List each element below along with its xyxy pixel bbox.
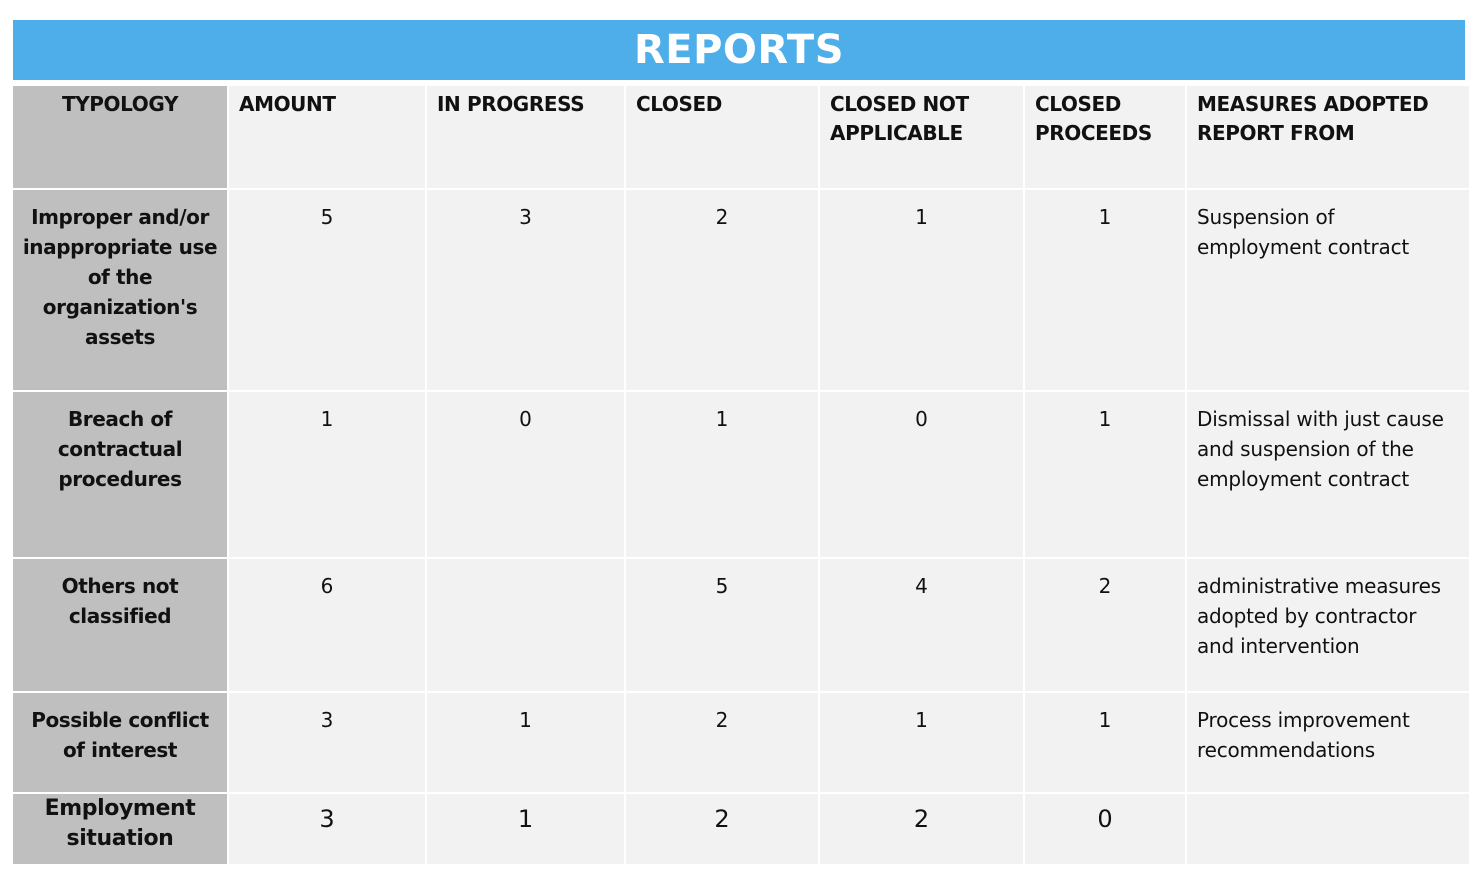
row-measures: Dismissal with just cause and suspension…: [1187, 392, 1469, 557]
row-in-progress: 3: [427, 190, 624, 390]
reports-table: TYPOLOGY AMOUNT IN PROGRESS CLOSED CLOSE…: [11, 84, 1471, 866]
row-amount: 5: [229, 190, 425, 390]
row-closed-proceeds: 2: [1025, 559, 1185, 691]
row-amount: 3: [229, 794, 425, 864]
header-in-progress: IN PROGRESS: [427, 86, 624, 188]
table-row: Possible conflict of interest 3 1 2 1 1 …: [13, 693, 1469, 792]
row-amount: 3: [229, 693, 425, 792]
row-measures: Suspension of employment contract: [1187, 190, 1469, 390]
header-closed-proceeds: CLOSED PROCEEDS: [1025, 86, 1185, 188]
row-closed-not-applicable: 1: [820, 190, 1023, 390]
reports-banner: REPORTS: [13, 20, 1465, 80]
table-row: Employment situation 3 1 2 2 0: [13, 794, 1469, 864]
header-closed: CLOSED: [626, 86, 818, 188]
row-closed: 2: [626, 190, 818, 390]
row-closed-proceeds: 1: [1025, 190, 1185, 390]
header-measures: MEASURES ADOPTED REPORT FROM: [1187, 86, 1469, 188]
row-typology: Employment situation: [13, 794, 227, 864]
row-in-progress: 1: [427, 693, 624, 792]
row-typology: Improper and/or inappropriate use of the…: [13, 190, 227, 390]
row-measures: Process improvement recommendations: [1187, 693, 1469, 792]
table-row: Improper and/or inappropriate use of the…: [13, 190, 1469, 390]
banner-title: REPORTS: [633, 27, 845, 73]
row-typology: Possible conflict of interest: [13, 693, 227, 792]
row-closed: 5: [626, 559, 818, 691]
row-in-progress: [427, 559, 624, 691]
header-typology: TYPOLOGY: [13, 86, 227, 188]
row-closed-proceeds: 0: [1025, 794, 1185, 864]
row-amount: 1: [229, 392, 425, 557]
row-typology: Others not classified: [13, 559, 227, 691]
row-closed: 2: [626, 693, 818, 792]
row-in-progress: 1: [427, 794, 624, 864]
table-row: Breach of contractual procedures 1 0 1 0…: [13, 392, 1469, 557]
row-closed: 1: [626, 392, 818, 557]
row-amount: 6: [229, 559, 425, 691]
row-closed-proceeds: 1: [1025, 392, 1185, 557]
row-closed: 2: [626, 794, 818, 864]
row-measures: administrative measures adopted by contr…: [1187, 559, 1469, 691]
row-closed-proceeds: 1: [1025, 693, 1185, 792]
row-closed-not-applicable: 2: [820, 794, 1023, 864]
row-typology: Breach of contractual procedures: [13, 392, 227, 557]
row-closed-not-applicable: 0: [820, 392, 1023, 557]
header-closed-not-applicable: CLOSED NOT APPLICABLE: [820, 86, 1023, 188]
table-row: Others not classified 6 5 4 2 administra…: [13, 559, 1469, 691]
row-closed-not-applicable: 4: [820, 559, 1023, 691]
row-closed-not-applicable: 1: [820, 693, 1023, 792]
row-measures: [1187, 794, 1469, 864]
header-row: TYPOLOGY AMOUNT IN PROGRESS CLOSED CLOSE…: [13, 86, 1469, 188]
header-amount: AMOUNT: [229, 86, 425, 188]
row-in-progress: 0: [427, 392, 624, 557]
